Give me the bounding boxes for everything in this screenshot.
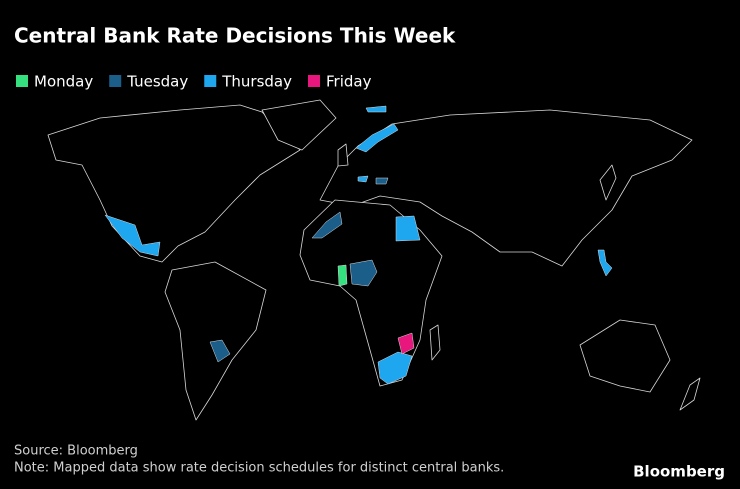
- paraguay: [209, 339, 231, 363]
- australia: [579, 319, 671, 393]
- zimbabwe: [397, 332, 415, 355]
- morocco: [311, 211, 343, 239]
- norway-sweden: [355, 123, 399, 153]
- highlighted-countries: [104, 105, 613, 385]
- hungary: [375, 177, 389, 185]
- legend-swatch: [204, 75, 217, 87]
- mexico: [104, 214, 161, 257]
- philippines: [597, 249, 613, 277]
- madagascar: [429, 324, 441, 361]
- egypt: [395, 215, 421, 242]
- czechia: [357, 175, 369, 183]
- legend-label: Friday: [326, 73, 372, 91]
- nigeria: [349, 259, 378, 287]
- note: Note: Mapped data show rate decision sch…: [14, 461, 504, 476]
- legend-swatch: [109, 75, 122, 87]
- greenland: [261, 99, 337, 151]
- ghana: [337, 264, 348, 287]
- legend-label: Monday: [34, 73, 93, 91]
- legend: Monday Tuesday Thursday Friday: [16, 73, 372, 91]
- legend-swatch: [308, 75, 320, 87]
- legend-swatch: [16, 75, 28, 87]
- new-zealand: [679, 377, 701, 411]
- legend-label: Thursday: [221, 73, 292, 91]
- source: Source: Bloomberg: [14, 444, 138, 459]
- uk: [337, 143, 349, 167]
- iceland: [365, 105, 387, 113]
- eurasia: [319, 109, 693, 267]
- brand: Bloomberg: [633, 463, 725, 481]
- north-america: [47, 104, 301, 263]
- legend-label: Tuesday: [126, 73, 188, 91]
- south-africa: [377, 351, 413, 385]
- title: Central Bank Rate Decisions This Week: [14, 24, 456, 48]
- japan: [599, 164, 617, 201]
